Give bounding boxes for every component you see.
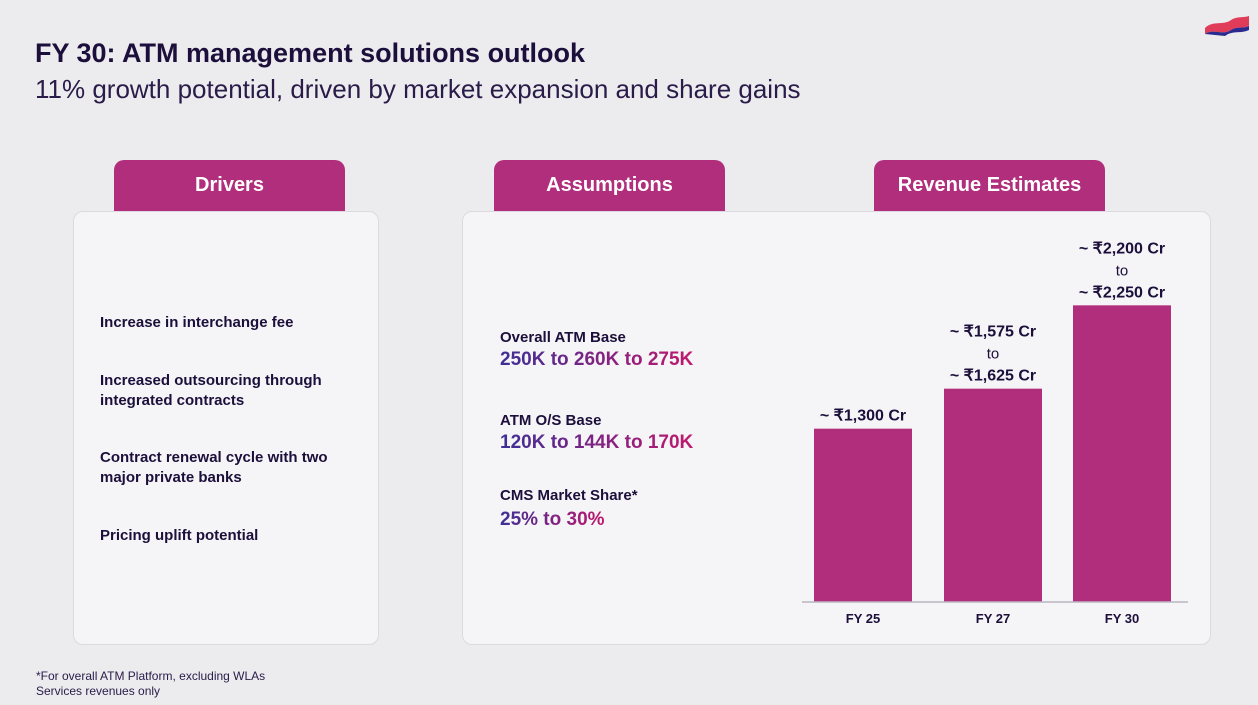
assumption-value: 250K to 260K to 275K	[500, 349, 694, 370]
brand-logo-icon	[1205, 16, 1249, 36]
data-label: ~ ₹1,575 Cr	[950, 324, 1036, 341]
revenue-bar-chart: ~ ₹1,300 Cr FY 25 ~ ₹1,575 Cr to ~ ₹1,625 Cr…	[802, 240, 1188, 626]
footnote: *For overall ATM Platform, excluding WLA…	[36, 669, 265, 699]
data-label: ~ ₹2,200 Cr	[1079, 240, 1165, 257]
tab-assumptions: Assumptions	[494, 160, 725, 211]
assumption-label: ATM O/S Base	[500, 412, 602, 429]
data-label: ~ ₹1,625 Cr	[950, 368, 1036, 385]
drivers-panel	[73, 211, 379, 645]
assumption-label: CMS Market Share*	[500, 487, 638, 504]
page-title: FY 30: ATM management solutions outlook	[35, 38, 586, 68]
footnote-line: *For overall ATM Platform, excluding WLA…	[36, 669, 266, 683]
page-subtitle: 11% growth potential, driven by market e…	[35, 74, 801, 104]
tab-revenue-estimates: Revenue Estimates	[874, 160, 1105, 211]
data-label: ~ ₹1,300 Cr	[820, 408, 906, 425]
footnote-line: Services revenues only	[36, 684, 161, 698]
x-tick-label: FY 27	[976, 611, 1010, 626]
data-label: to	[987, 346, 1000, 363]
driver-item: Pricing uplift potential	[100, 527, 259, 544]
assumption-value: 120K to 144K to 170K	[500, 432, 694, 453]
driver-item: Increased outsourcing through integrated…	[100, 372, 322, 409]
x-tick-label: FY 30	[1105, 611, 1139, 626]
data-label: ~ ₹2,250 Cr	[1079, 284, 1165, 301]
assumption-label: Overall ATM Base	[500, 329, 626, 346]
bar-fy-30	[1073, 305, 1171, 602]
x-tick-label: FY 25	[846, 611, 880, 626]
bar-fy-27	[944, 388, 1042, 602]
driver-item: Increase in interchange fee	[100, 314, 294, 331]
assumption-value: 25% to 30%	[500, 509, 605, 530]
bar-fy-25	[814, 428, 912, 602]
driver-item: Contract renewal cycle with two major pr…	[100, 449, 328, 486]
data-label: to	[1116, 262, 1129, 279]
tab-drivers: Drivers	[114, 160, 345, 211]
